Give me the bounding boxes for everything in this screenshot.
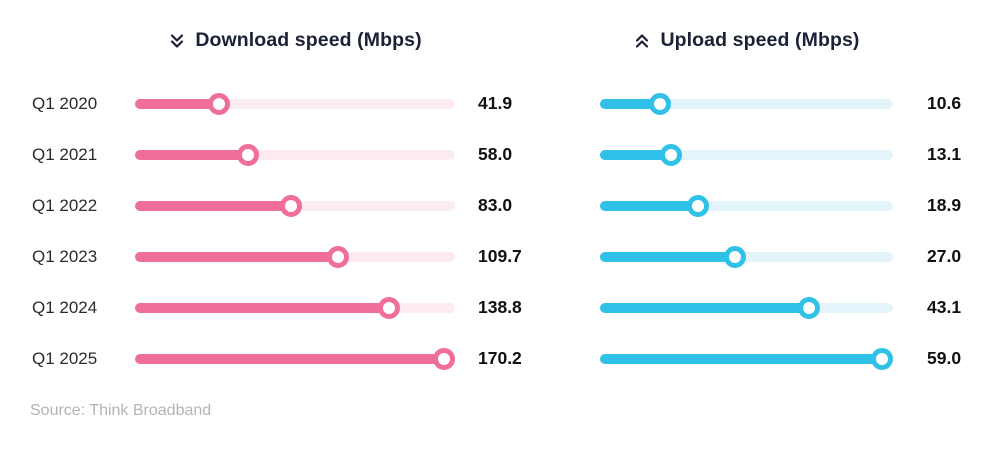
download-bar xyxy=(135,200,292,211)
chart-header: Download speed (Mbps) Upload speed (Mbps… xyxy=(30,26,970,58)
upload-title: Upload speed (Mbps) xyxy=(633,29,859,52)
chart-row: Q1 2023 109.7 27.0 xyxy=(30,231,970,282)
chart-row: Q1 2022 83.0 18.9 xyxy=(30,180,970,231)
upload-value: 18.9 xyxy=(927,195,962,215)
upload-bar xyxy=(600,149,672,160)
source-caption: Source: Think Broadband xyxy=(30,402,212,419)
upload-value: 59.0 xyxy=(927,348,962,368)
download-bar xyxy=(135,302,390,313)
download-bar-track xyxy=(135,296,455,319)
upload-value: 27.0 xyxy=(927,246,962,266)
download-value: 41.9 xyxy=(478,93,513,113)
category-label: Q1 2025 xyxy=(32,348,98,368)
chart-row: Q1 2025 170.2 59.0 xyxy=(30,333,970,384)
download-value: 83.0 xyxy=(478,195,513,215)
upload-bar-track xyxy=(600,245,893,268)
upload-bar-dot xyxy=(724,245,747,268)
download-bar-dot xyxy=(378,296,401,319)
download-bar-dot xyxy=(236,143,259,166)
upload-bar-track xyxy=(600,296,893,319)
upload-bar xyxy=(600,98,660,109)
category-label: Q1 2023 xyxy=(32,246,98,266)
download-bar-dot xyxy=(433,347,455,370)
upload-bar-track xyxy=(600,194,893,217)
upload-bar-track xyxy=(600,92,893,115)
chart-row: Q1 2020 41.9 10.6 xyxy=(30,78,970,129)
upload-title-label: Upload speed (Mbps) xyxy=(660,29,860,52)
chart-row: Q1 2021 58.0 13.1 xyxy=(30,129,970,180)
double-chevron-up-icon xyxy=(636,34,649,48)
chart-rows: Q1 2020 41.9 10.6 Q1 2021 58.0 13.1 Q1 2… xyxy=(30,78,970,384)
download-bar xyxy=(135,98,220,109)
download-bar-track xyxy=(135,92,455,115)
category-label: Q1 2020 xyxy=(32,93,98,113)
upload-bar-dot xyxy=(797,296,820,319)
download-bar-dot xyxy=(208,92,231,115)
category-label: Q1 2022 xyxy=(32,195,98,215)
category-label: Q1 2024 xyxy=(32,297,98,317)
download-bar-dot xyxy=(280,194,303,217)
download-title-label: Download speed (Mbps) xyxy=(195,29,422,52)
download-bar-dot xyxy=(327,245,350,268)
download-bar-track xyxy=(135,194,455,217)
upload-bar xyxy=(600,200,698,211)
upload-value: 43.1 xyxy=(927,297,962,317)
download-bar-track xyxy=(135,347,455,370)
category-label: Q1 2021 xyxy=(32,144,98,164)
upload-bar xyxy=(600,302,809,313)
upload-bar xyxy=(600,353,882,364)
upload-bar-dot xyxy=(648,92,671,115)
upload-bar-track xyxy=(600,143,893,166)
download-bar-track xyxy=(135,143,455,166)
download-bar xyxy=(135,149,248,160)
upload-bar-track xyxy=(600,347,893,370)
download-bar xyxy=(135,353,444,364)
upload-bar-dot xyxy=(686,194,709,217)
download-value: 138.8 xyxy=(478,297,522,317)
double-chevron-down-icon xyxy=(171,34,184,48)
download-value: 109.7 xyxy=(478,246,522,266)
upload-value: 10.6 xyxy=(927,93,962,113)
download-bar-track xyxy=(135,245,455,268)
upload-bar-dot xyxy=(871,347,893,370)
download-title: Download speed (Mbps) xyxy=(168,29,422,52)
download-value: 170.2 xyxy=(478,348,522,368)
upload-bar-dot xyxy=(660,143,683,166)
upload-bar xyxy=(600,251,736,262)
download-bar xyxy=(135,251,339,262)
upload-value: 13.1 xyxy=(927,144,962,164)
download-value: 58.0 xyxy=(478,144,513,164)
chart-row: Q1 2024 138.8 43.1 xyxy=(30,282,970,333)
